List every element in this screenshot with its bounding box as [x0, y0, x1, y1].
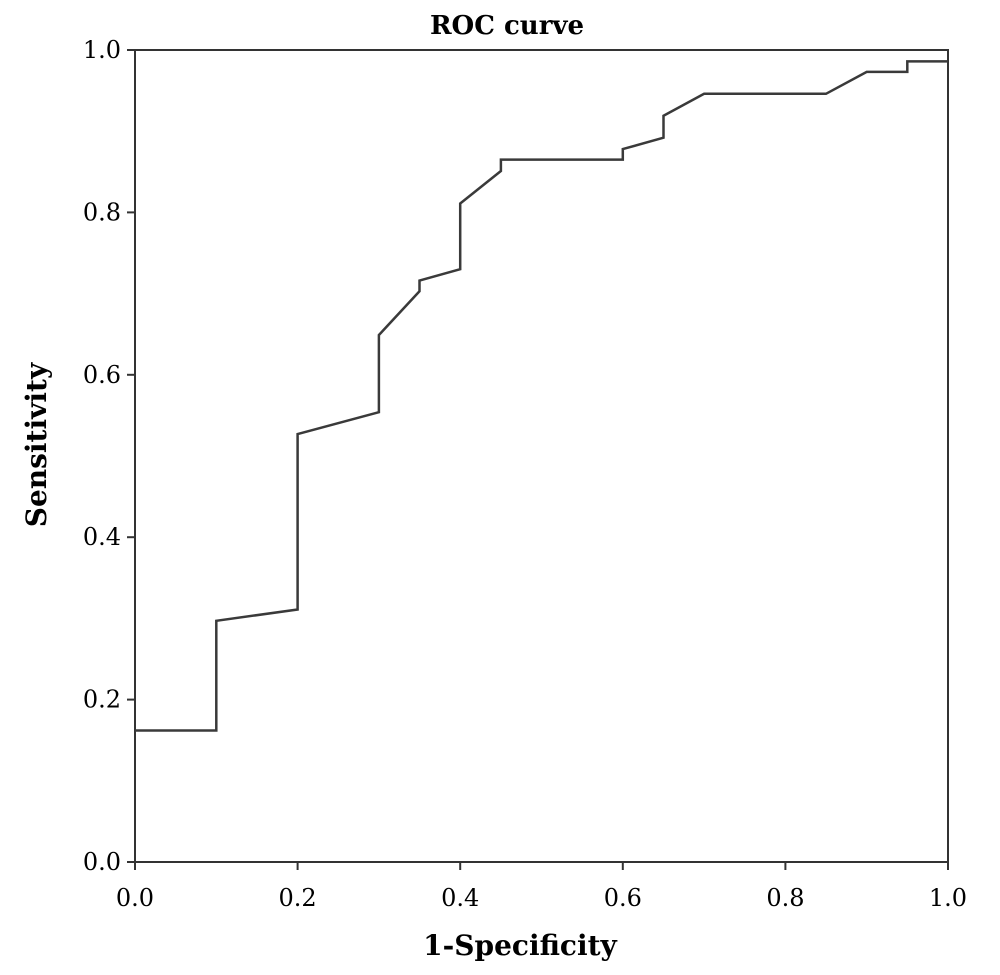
y-tick-label: 0.6	[83, 361, 121, 389]
x-tick-label: 0.6	[604, 884, 642, 912]
x-tick-label: 0.2	[279, 884, 317, 912]
y-tick-label: 0.8	[83, 198, 121, 226]
roc-curve-line	[135, 60, 948, 732]
x-tick-label: 0.4	[441, 884, 479, 912]
x-axis-label: 1-Specificity	[423, 929, 617, 962]
chart-title: ROC curve	[430, 11, 584, 41]
y-tick-label: 0.4	[83, 523, 121, 551]
x-tick-label: 0.0	[116, 884, 154, 912]
y-axis: 0.0 0.2 0.4 0.6 0.8 1.0	[83, 36, 135, 876]
x-tick-label: 0.8	[766, 884, 804, 912]
y-tick-label: 0.2	[83, 686, 121, 714]
x-tick-label: 1.0	[929, 884, 967, 912]
plot-frame	[134, 49, 949, 863]
y-tick-label: 0.0	[83, 848, 121, 876]
y-axis-label: Sensitivity	[20, 362, 53, 527]
y-tick-label: 1.0	[83, 36, 121, 64]
x-axis: 0.0 0.2 0.4 0.6 0.8 1.0	[116, 862, 967, 912]
